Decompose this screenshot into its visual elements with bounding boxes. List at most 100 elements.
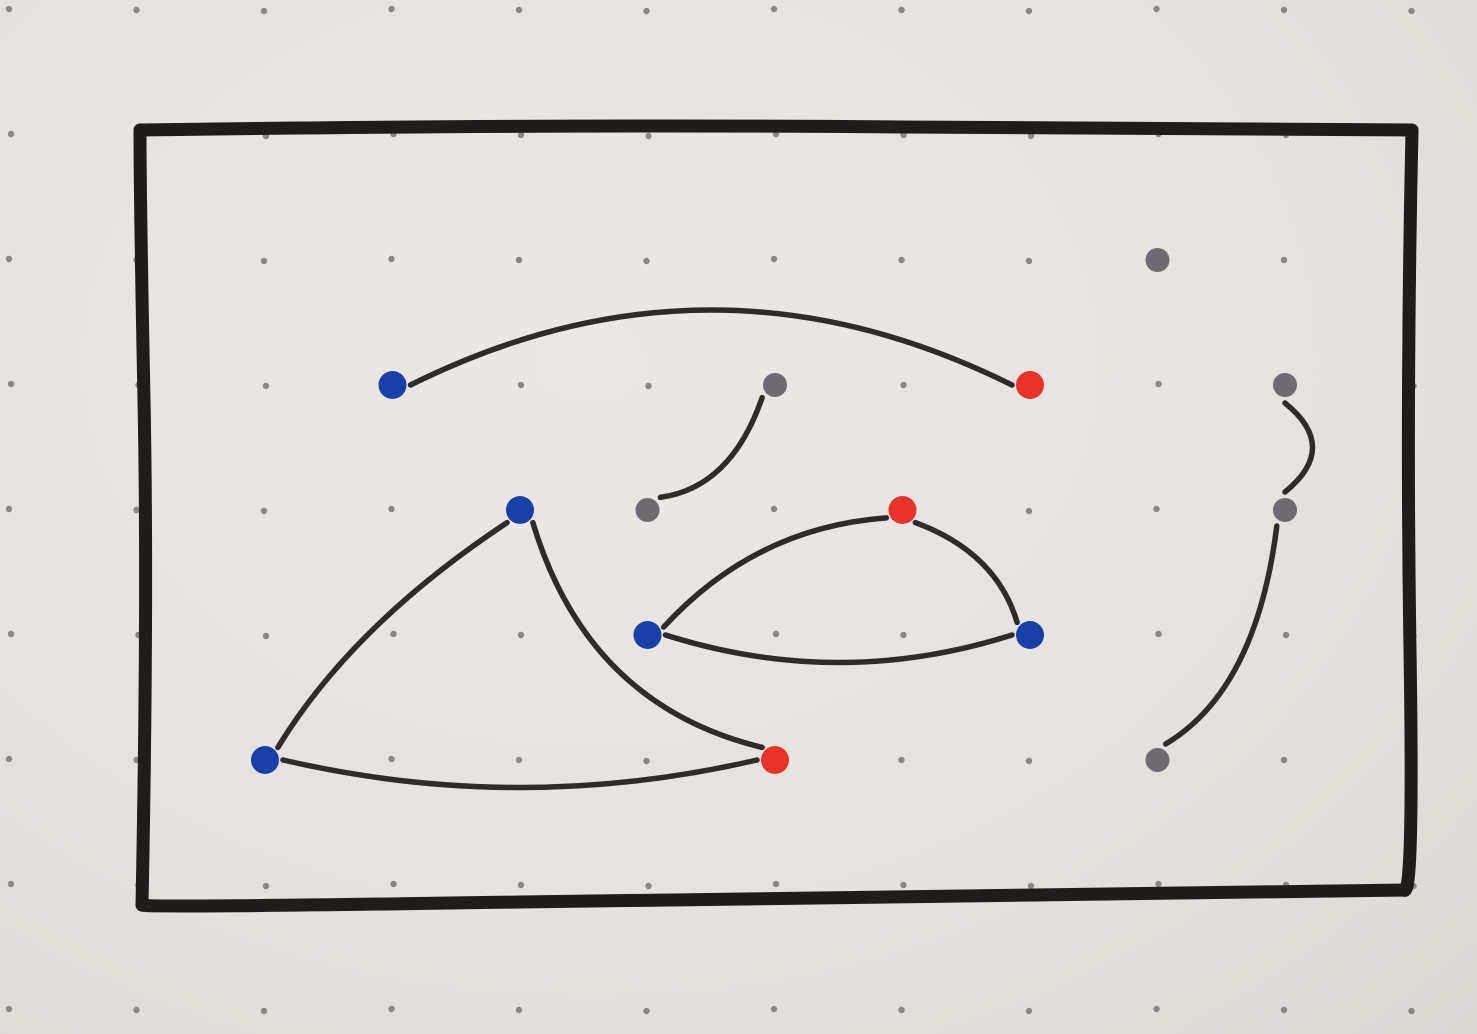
grid-dot [770, 505, 778, 513]
grid-dot [7, 130, 15, 138]
grid-dot [515, 756, 523, 764]
grid-dot [515, 256, 523, 264]
grid-dot [1155, 880, 1162, 888]
grid-dot [5, 5, 13, 13]
grid-dot [1025, 1007, 1033, 1015]
grid-dots [5, 5, 1417, 1015]
grid-dot [260, 1007, 268, 1015]
grid-dot [1025, 257, 1033, 265]
grid-dot [517, 881, 525, 889]
grid-dot [898, 6, 905, 14]
grid-dot [7, 380, 15, 388]
node-blue-n9 [633, 621, 662, 649]
grid-dot [390, 880, 397, 888]
edge-n1-n2 [407, 307, 1015, 388]
grid-dot [7, 630, 15, 638]
grid-dot [1025, 757, 1033, 765]
frame-border [133, 119, 1419, 913]
node-gray-n6 [635, 498, 660, 522]
grid-dot [388, 1005, 395, 1013]
node-gray-n14 [1145, 248, 1170, 272]
node-blue-n5 [506, 496, 534, 524]
grid-dot [5, 755, 13, 763]
grid-dot [1282, 631, 1290, 639]
grid-dot [643, 757, 650, 765]
grid-dot [517, 131, 525, 139]
grid-dot [260, 257, 268, 265]
grid-dot [1408, 1007, 1415, 1015]
node-blue-n1 [378, 371, 407, 399]
grid-dot [898, 1006, 905, 1014]
grid-dot [643, 1007, 650, 1015]
grid-dot [7, 880, 15, 888]
grid-dot [260, 507, 268, 515]
grid-dot [1155, 380, 1162, 388]
grid-dot [133, 1006, 140, 1014]
node-red-n12 [761, 746, 789, 774]
grid-dot [1153, 5, 1160, 13]
edge-n8-n13 [1162, 523, 1280, 747]
edge-n5-n11 [275, 519, 510, 751]
grid-dot [770, 5, 778, 13]
node-gray-n3 [763, 373, 787, 397]
grid-dot [515, 1006, 523, 1014]
grid-dot [770, 255, 778, 263]
grid-dot [517, 381, 525, 389]
edge-n5-n12 [530, 519, 765, 751]
grid-dot [1280, 6, 1288, 14]
grid-dot [5, 505, 13, 513]
node-gray-n13 [1145, 748, 1170, 772]
grid-dot [1153, 1005, 1160, 1013]
grid-dot [1025, 507, 1033, 515]
grid-dot [1155, 630, 1162, 638]
grid-dot [388, 255, 395, 263]
grid-dot [772, 880, 780, 888]
grid-dot [388, 755, 395, 763]
grid-dot [262, 882, 270, 890]
grid-dot [5, 1005, 13, 1013]
grid-dot [388, 505, 395, 513]
edge-n7-n10 [912, 519, 1020, 626]
grid-dot [1280, 756, 1288, 764]
grid-dot [515, 6, 523, 14]
grid-dot [898, 256, 905, 264]
grid-dot [900, 881, 907, 889]
grid-dot [262, 382, 270, 390]
grid-dot [645, 132, 652, 140]
grid-dot [645, 882, 652, 890]
grid-dot [1280, 256, 1288, 264]
edge-n4-n8 [1282, 400, 1316, 495]
grid-dot [388, 5, 395, 13]
node-gray-n4 [1273, 373, 1297, 397]
edge-n3-n6 [657, 394, 765, 501]
edges [275, 307, 1316, 791]
grid-dot [770, 1005, 778, 1013]
grid-dot [133, 506, 140, 514]
grid-dot [900, 631, 907, 639]
grid-dot [5, 255, 13, 263]
grid-dot [1408, 7, 1415, 15]
frame [133, 119, 1419, 913]
grid-dot [643, 7, 650, 15]
grid-dot [1280, 1006, 1288, 1014]
node-blue-n11 [251, 746, 279, 774]
edge-n11-n12 [280, 757, 760, 791]
grid-dot [645, 382, 652, 390]
node-blue-n10 [1016, 621, 1044, 649]
grid-dot [772, 630, 780, 638]
edge-n9-n7 [660, 515, 890, 630]
edge-n9-n10 [662, 632, 1015, 666]
grid-dot [900, 381, 907, 389]
grid-dot [133, 6, 140, 14]
grid-dot [390, 630, 397, 638]
grid-dot [1027, 132, 1035, 140]
grid-dot [643, 257, 650, 265]
nodes [251, 248, 1297, 774]
node-gray-n8 [1273, 498, 1297, 522]
grid-dot [898, 756, 905, 764]
node-red-n7 [888, 496, 917, 524]
grid-dot [262, 632, 270, 640]
grid-dot [517, 631, 525, 639]
